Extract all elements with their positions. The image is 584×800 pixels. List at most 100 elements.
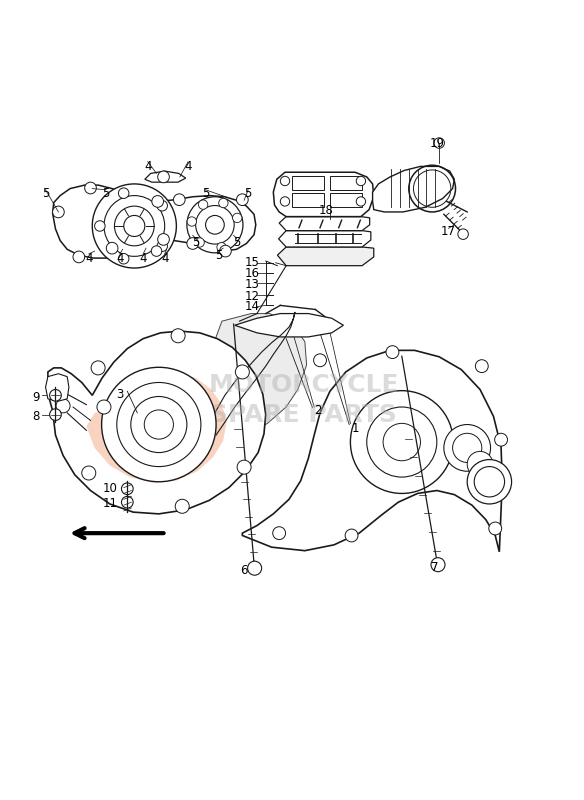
Circle shape <box>444 425 491 471</box>
Circle shape <box>95 221 105 231</box>
Circle shape <box>199 200 208 210</box>
Circle shape <box>458 229 468 239</box>
Circle shape <box>280 176 290 186</box>
Circle shape <box>119 254 129 264</box>
Text: 5: 5 <box>245 187 252 200</box>
Circle shape <box>152 195 164 207</box>
Circle shape <box>56 399 70 413</box>
Circle shape <box>431 558 445 572</box>
Circle shape <box>195 238 204 247</box>
Text: 17: 17 <box>441 226 456 238</box>
Polygon shape <box>273 172 374 217</box>
Circle shape <box>187 238 199 250</box>
Circle shape <box>175 499 189 514</box>
Text: 14: 14 <box>245 300 260 313</box>
Text: 4: 4 <box>85 252 92 265</box>
Circle shape <box>273 526 286 539</box>
Circle shape <box>73 251 85 262</box>
Polygon shape <box>279 217 370 230</box>
Text: 5: 5 <box>103 187 110 200</box>
Circle shape <box>467 451 493 477</box>
Circle shape <box>106 242 118 254</box>
Polygon shape <box>277 247 374 266</box>
Polygon shape <box>181 314 307 441</box>
Circle shape <box>187 197 243 253</box>
Polygon shape <box>86 372 227 483</box>
Text: 4: 4 <box>116 252 123 265</box>
Polygon shape <box>53 185 256 258</box>
Text: 19: 19 <box>429 137 444 150</box>
Circle shape <box>102 367 216 482</box>
Circle shape <box>157 241 168 251</box>
Polygon shape <box>145 171 186 182</box>
Circle shape <box>50 390 61 401</box>
Polygon shape <box>279 230 371 247</box>
Text: 15: 15 <box>245 256 260 270</box>
Circle shape <box>350 390 453 494</box>
Circle shape <box>467 459 512 504</box>
Circle shape <box>151 246 162 256</box>
Circle shape <box>158 234 169 246</box>
Circle shape <box>237 460 251 474</box>
Text: 3: 3 <box>116 388 123 401</box>
Text: 2: 2 <box>315 404 322 417</box>
Circle shape <box>158 171 169 182</box>
Circle shape <box>53 206 64 218</box>
Text: 12: 12 <box>245 290 260 302</box>
Polygon shape <box>235 314 343 337</box>
Circle shape <box>119 188 129 198</box>
Circle shape <box>356 176 366 186</box>
Text: 7: 7 <box>432 561 439 574</box>
Polygon shape <box>242 350 502 552</box>
Text: 13: 13 <box>245 278 260 291</box>
Circle shape <box>248 561 262 575</box>
Circle shape <box>280 197 290 206</box>
Text: 4: 4 <box>144 160 151 173</box>
Circle shape <box>475 360 488 373</box>
Circle shape <box>235 365 249 379</box>
Circle shape <box>495 434 507 446</box>
Circle shape <box>356 197 366 206</box>
Circle shape <box>50 409 61 421</box>
Polygon shape <box>373 166 454 212</box>
Circle shape <box>173 194 185 206</box>
Circle shape <box>91 361 105 375</box>
Circle shape <box>218 198 228 208</box>
Circle shape <box>489 522 502 535</box>
Text: 11: 11 <box>102 498 117 510</box>
Text: 6: 6 <box>241 564 248 577</box>
Text: 1: 1 <box>352 422 359 434</box>
Circle shape <box>124 215 145 237</box>
Text: 5: 5 <box>192 236 199 249</box>
Text: 5: 5 <box>202 187 209 200</box>
Circle shape <box>220 246 231 257</box>
Polygon shape <box>48 331 266 514</box>
Text: 8: 8 <box>33 410 40 423</box>
Circle shape <box>85 182 96 194</box>
Text: 5: 5 <box>215 249 223 262</box>
Circle shape <box>206 215 224 234</box>
Text: 4: 4 <box>185 160 192 173</box>
Circle shape <box>121 496 133 508</box>
Text: 16: 16 <box>245 266 260 280</box>
Circle shape <box>157 201 168 211</box>
Circle shape <box>345 529 358 542</box>
Circle shape <box>97 400 111 414</box>
Circle shape <box>217 242 226 252</box>
Text: 5: 5 <box>42 187 49 200</box>
Circle shape <box>314 354 326 366</box>
Text: MOTORCYCLE
SPARE PARTS: MOTORCYCLE SPARE PARTS <box>208 373 399 427</box>
Text: 4: 4 <box>140 252 147 265</box>
Circle shape <box>187 217 196 226</box>
Circle shape <box>386 346 399 358</box>
Circle shape <box>82 466 96 480</box>
Text: 18: 18 <box>318 204 333 217</box>
Circle shape <box>121 483 133 494</box>
Circle shape <box>92 184 176 268</box>
Polygon shape <box>46 374 69 401</box>
Text: 10: 10 <box>102 482 117 495</box>
Circle shape <box>171 329 185 342</box>
Text: 5: 5 <box>233 236 240 249</box>
Circle shape <box>237 194 248 206</box>
Text: 9: 9 <box>33 390 40 403</box>
